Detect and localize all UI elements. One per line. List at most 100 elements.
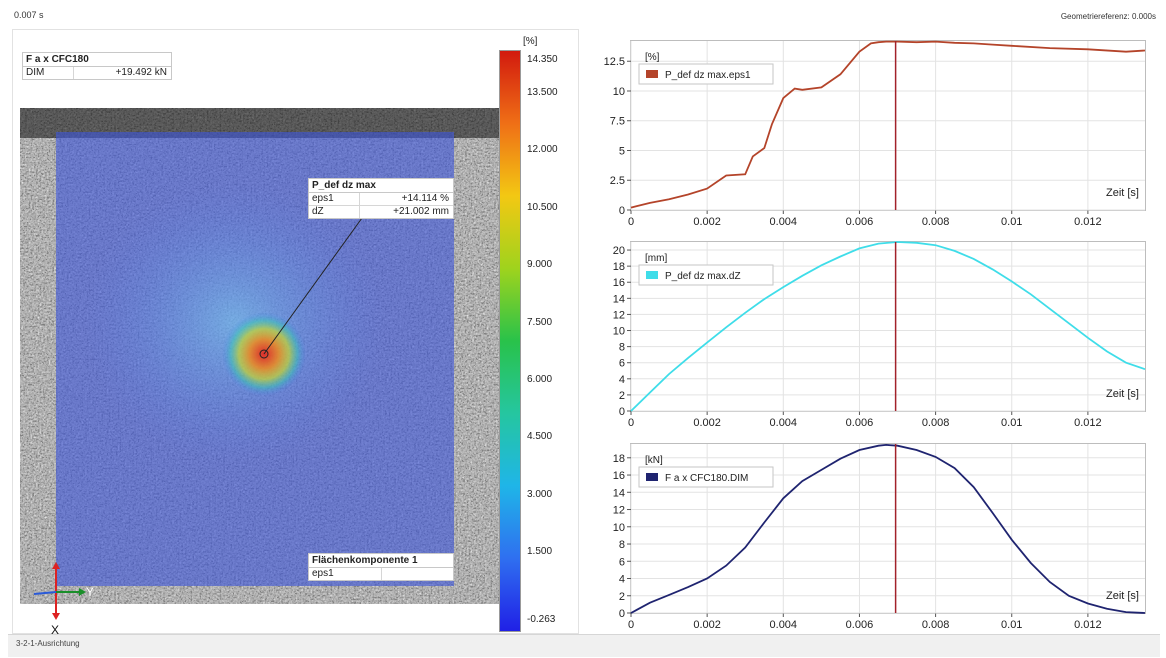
- series-line[interactable]: [630, 443, 1146, 614]
- y-tick-label: 6: [619, 556, 625, 568]
- x-tick-label: 0.01: [1001, 417, 1022, 429]
- y-tick-label: 0: [619, 406, 625, 418]
- colorbar-tick-label: 12.000: [527, 144, 558, 156]
- surface-infobox[interactable]: Flächenkomponente 1 eps1: [308, 553, 454, 581]
- y-tick-label: 12: [613, 505, 625, 517]
- y-tick-label: 8: [619, 539, 625, 551]
- point-infobox-title: P_def dz max: [309, 179, 453, 193]
- status-bar: 3-2-1-Ausrichtung: [8, 634, 1160, 657]
- surface-infobox-row: eps1: [309, 568, 453, 580]
- x-tick-label: 0: [628, 619, 634, 631]
- coordinate-triad: Y X: [33, 562, 94, 636]
- force-infobox-value: +19.492 kN: [115, 67, 167, 78]
- colorbar-tick-label: -0.263: [527, 614, 556, 625]
- chart-force[interactable]: 0 0.002 0.004 0.006 0.008 0.01 0.012 0 2 4 6 8 10 12 1…: [613, 443, 1146, 631]
- colorbar-tick-label: 9.000: [527, 259, 553, 271]
- x-tick-label: 0.002: [693, 619, 721, 631]
- y-tick-label: 10: [613, 86, 625, 98]
- x-tick-label: 0.002: [693, 417, 721, 429]
- x-tick-label: 0.004: [770, 216, 798, 228]
- y-tick-label: 10: [613, 326, 625, 338]
- y-tick-label: 8: [619, 342, 625, 354]
- y-tick-label: 18: [613, 453, 625, 465]
- y-tick-label: 20: [613, 245, 625, 257]
- legend-swatch: [646, 271, 658, 279]
- triad-y-label: Y: [86, 585, 94, 599]
- y-tick-label: 2.5: [610, 175, 625, 187]
- x-tick-label: 0.008: [922, 216, 950, 228]
- surface-infobox-key: eps1: [309, 568, 382, 580]
- x-tick-label: 0: [628, 417, 634, 429]
- x-tick-label: 0: [628, 216, 634, 228]
- chart-unit-label: [mm]: [645, 253, 667, 264]
- x-tick-label: 0.01: [1001, 216, 1022, 228]
- x-tick-label: 0.01: [1001, 619, 1022, 631]
- x-tick-label: 0.008: [922, 417, 950, 429]
- x-tick-label: 0.012: [1074, 417, 1102, 429]
- chart-legend: P_def dz max.eps1: [638, 63, 774, 85]
- y-tick-label: 2: [619, 390, 625, 402]
- series-line[interactable]: [630, 40, 1146, 209]
- legend-box: [638, 466, 774, 488]
- chart-legend: F a x CFC180.DIM: [638, 466, 774, 488]
- y-tick-label: 16: [613, 277, 625, 289]
- chart-unit-label: [%]: [645, 52, 660, 63]
- x-tick-label: 0.006: [846, 417, 874, 429]
- point-infobox[interactable]: P_def dz max eps1 +14.114 % dZ +21.002 m…: [308, 178, 454, 219]
- force-infobox[interactable]: F a x CFC180 DIM +19.492 kN: [22, 52, 172, 80]
- strain-halo: [85, 183, 385, 463]
- y-tick-label: 5: [619, 145, 625, 157]
- legend-label: F a x CFC180.DIM: [665, 473, 748, 484]
- y-tick-label: 16: [613, 470, 625, 482]
- point-infobox-key: eps1: [309, 193, 360, 205]
- colorbar-tick-label: 4.500: [527, 431, 553, 443]
- chart-eps1[interactable]: 0 0.002 0.004 0.006 0.008 0.01 0.012 0 2.5 5 7.5 10…: [604, 40, 1146, 228]
- colorbar-tick-label: 13.500: [527, 86, 558, 98]
- chart-legend: P_def dz max.dZ: [638, 264, 774, 286]
- colorbar-tick-label: 3.000: [527, 488, 553, 500]
- y-tick-label: 4: [619, 574, 625, 586]
- x-axis-label: Zeit [s]: [1106, 388, 1139, 400]
- x-tick-label: 0.012: [1074, 619, 1102, 631]
- x-tick-label: 0.008: [922, 619, 950, 631]
- legend-swatch: [646, 70, 658, 78]
- x-tick-label: 0.006: [846, 216, 874, 228]
- y-tick-label: 2: [619, 591, 625, 603]
- surface-infobox-title: Flächenkomponente 1: [309, 554, 453, 568]
- surface-infobox-value: [382, 568, 453, 580]
- legend-box: [638, 63, 774, 85]
- legend-label: P_def dz max.eps1: [665, 70, 751, 81]
- legend-label: P_def dz max.dZ: [665, 271, 741, 282]
- specimen-view[interactable]: [20, 108, 500, 604]
- geometry-reference-label: Geometriereferenz: 0.000s: [1060, 12, 1156, 21]
- y-tick-label: 12.5: [604, 56, 625, 68]
- force-infobox-row: DIM +19.492 kN: [23, 67, 171, 79]
- chart-force-plot[interactable]: 0 0.002 0.004 0.006 0.008 0.01 0.012 0 2 4 6 8 10 12 1…: [613, 443, 1146, 631]
- x-tick-label: 0.004: [770, 619, 798, 631]
- chart-dz-plot[interactable]: 0 0.002 0.004 0.006 0.008 0.01 0.012 0 2 4 6 8 10 12 1…: [613, 241, 1146, 429]
- series-line[interactable]: [630, 241, 1146, 412]
- y-tick-label: 6: [619, 358, 625, 370]
- y-tick-label: 12: [613, 309, 625, 321]
- force-infobox-title: F a x CFC180: [23, 53, 171, 67]
- time-label: 0.007 s: [14, 10, 44, 20]
- point-infobox-row: eps1 +14.114 %: [309, 193, 453, 206]
- chart-eps1-plot[interactable]: 0 0.002 0.004 0.006 0.008 0.01 0.012 0 2.5 5 7.5 10…: [604, 40, 1146, 228]
- colorbar: [499, 50, 521, 632]
- colorbar-tick-label: 14.350: [527, 54, 558, 65]
- point-infobox-value: +21.002 mm: [393, 206, 449, 217]
- chart-dz[interactable]: 0 0.002 0.004 0.006 0.008 0.01 0.012 0 2 4 6 8 10 12 1…: [613, 241, 1146, 429]
- x-tick-label: 0.004: [770, 417, 798, 429]
- y-tick-label: 10: [613, 522, 625, 534]
- colorbar-unit: [%]: [523, 36, 538, 47]
- x-axis-label: Zeit [s]: [1106, 590, 1139, 602]
- point-infobox-value: +14.114 %: [401, 193, 449, 204]
- y-tick-label: 0: [619, 608, 625, 620]
- y-tick-label: 7.5: [610, 116, 625, 128]
- colorbar-ticks: 14.350 13.500 12.000 10.500 9.000 7.500 6.000 4…: [525, 50, 570, 630]
- probe-marker[interactable]: [259, 349, 269, 359]
- point-infobox-row: dZ +21.002 mm: [309, 206, 453, 218]
- status-text: 3-2-1-Ausrichtung: [16, 639, 80, 648]
- colorbar-tick-label: 1.500: [527, 546, 553, 558]
- triad-x-label: X: [51, 623, 59, 636]
